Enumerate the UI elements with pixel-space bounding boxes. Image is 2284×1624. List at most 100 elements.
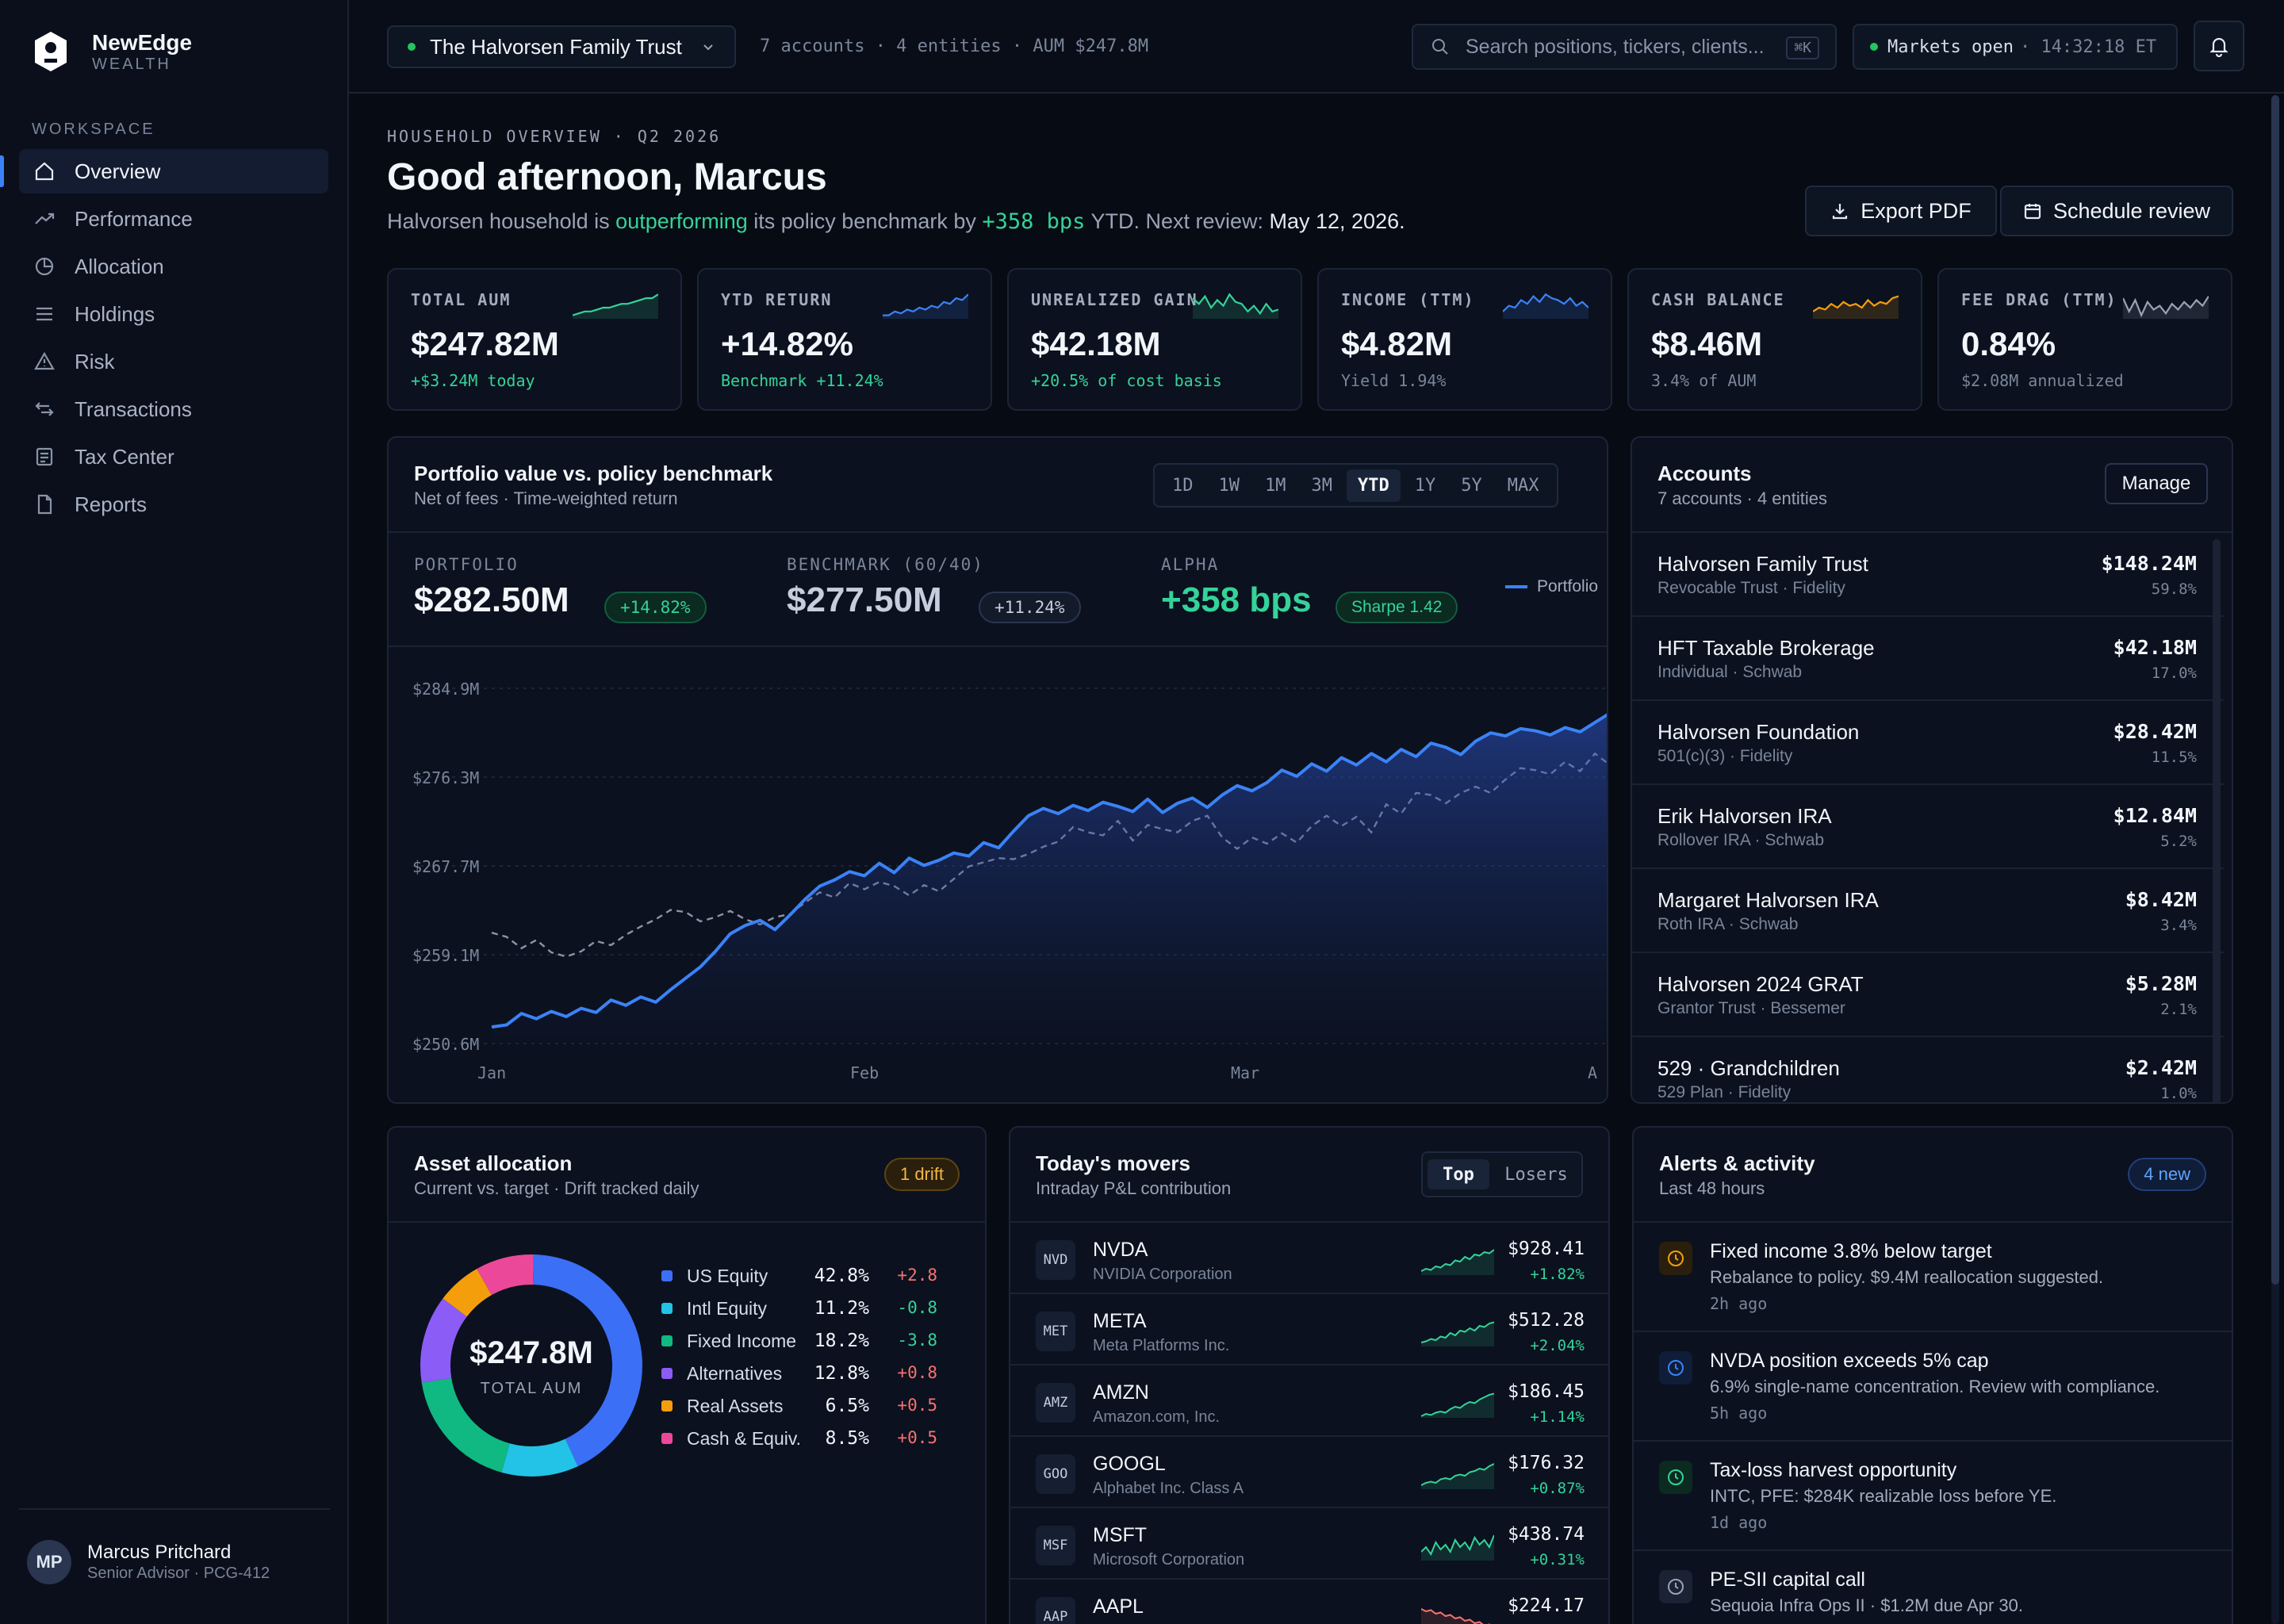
allocation-row[interactable]: Alternatives 12.8% +0.8 bbox=[661, 1358, 963, 1390]
chevron-down-icon bbox=[703, 44, 713, 51]
market-status-label: Markets open bbox=[1887, 36, 2014, 57]
account-row[interactable]: HFT Taxable Brokerage Individual · Schwab… bbox=[1632, 617, 2224, 701]
tab-top[interactable]: Top bbox=[1428, 1159, 1489, 1189]
account-row[interactable]: Halvorsen Foundation 501(c)(3) · Fidelity… bbox=[1632, 701, 2224, 785]
account-pct: 2.1% bbox=[2160, 1001, 2197, 1018]
page-scrollbar[interactable] bbox=[2271, 95, 2279, 1624]
allocation-row[interactable]: Fixed Income 18.2% -3.8 bbox=[661, 1326, 963, 1358]
allocation-pct: 42.8% bbox=[814, 1266, 869, 1286]
market-dot bbox=[1870, 43, 1878, 51]
mover-row[interactable]: MSF MSFT Microsoft Corporation $438.74 +0.31… bbox=[1010, 1508, 1608, 1580]
kpi-card[interactable]: TOTAL AUM $247.82M +$3.24M today bbox=[387, 268, 682, 411]
mover-row[interactable]: AAP AAPL $224.17 bbox=[1010, 1580, 1608, 1624]
sparkline-line bbox=[2123, 296, 2209, 318]
account-row[interactable]: Erik Halvorsen IRA Rollover IRA · Schwab $… bbox=[1632, 785, 2224, 869]
account-pct: 11.5% bbox=[2151, 749, 2197, 766]
range-ytd[interactable]: YTD bbox=[1347, 469, 1401, 502]
panel-divider bbox=[389, 531, 1607, 533]
performance-title: Portfolio value vs. policy benchmark bbox=[414, 462, 773, 485]
account-pct: 59.8% bbox=[2151, 580, 2197, 598]
notifications-button[interactable] bbox=[2194, 21, 2244, 71]
accounts-scrollbar[interactable] bbox=[2213, 539, 2221, 1102]
tab-losers[interactable]: Losers bbox=[1504, 1164, 1568, 1185]
account-row[interactable]: 529 · Grandchildren 529 Plan · Fidelity $2… bbox=[1632, 1037, 2224, 1102]
search-box[interactable]: ⌘K bbox=[1412, 24, 1837, 70]
donut-slice[interactable] bbox=[421, 1377, 510, 1473]
kpi-card[interactable]: UNREALIZED GAIN $42.18M +20.5% of cost bas… bbox=[1007, 268, 1302, 411]
allocation-row[interactable]: Real Assets 6.5% +0.5 bbox=[661, 1391, 963, 1423]
allocation-row[interactable]: Cash & Equiv. 8.5% +0.5 bbox=[661, 1423, 963, 1455]
entity-selector[interactable]: The Halvorsen Family Trust bbox=[387, 25, 736, 68]
alert-item[interactable]: Fixed income 3.8% below target Rebalance … bbox=[1634, 1223, 2232, 1332]
sidebar-item-overview[interactable]: Overview bbox=[0, 149, 328, 193]
account-value: $8.42M bbox=[2125, 888, 2197, 911]
allocation-row[interactable]: Intl Equity 11.2% -0.8 bbox=[661, 1293, 963, 1325]
kpi-sub: $2.08M annualized bbox=[1961, 371, 2124, 390]
sidebar-item-transactions[interactable]: Transactions bbox=[19, 387, 328, 431]
donut-slice[interactable] bbox=[533, 1254, 642, 1467]
panel-divider bbox=[1010, 1221, 1608, 1223]
user-name: Marcus Pritchard bbox=[87, 1542, 232, 1563]
movers-panel: Today's movers Intraday P&L contribution… bbox=[1009, 1126, 1610, 1624]
kpi-card[interactable]: INCOME (TTM) $4.82M Yield 1.94% bbox=[1317, 268, 1612, 411]
subtitle-text: its policy benchmark by bbox=[747, 209, 983, 233]
sparkline-area bbox=[1193, 294, 1278, 319]
outperforming-text: outperforming bbox=[615, 209, 748, 233]
mover-price: $176.32 bbox=[1508, 1453, 1585, 1473]
account-row[interactable]: Halvorsen 2024 GRAT Grantor Trust · Besse… bbox=[1632, 953, 2224, 1037]
ticker-badge: MET bbox=[1036, 1312, 1075, 1351]
range-3m[interactable]: 3M bbox=[1311, 475, 1333, 496]
mover-row[interactable]: MET META Meta Platforms Inc. $512.28 +2.04% bbox=[1010, 1294, 1608, 1365]
mover-symbol: META bbox=[1093, 1310, 1147, 1332]
sidebar-item-allocation[interactable]: Allocation bbox=[19, 244, 328, 289]
account-row[interactable]: Halvorsen Family Trust Revocable Trust · … bbox=[1632, 533, 2224, 617]
kpi-value: $42.18M bbox=[1031, 325, 1161, 362]
sidebar-item-reports[interactable]: Reports bbox=[19, 482, 328, 527]
brand-sub: WEALTH bbox=[92, 56, 171, 73]
alert-item[interactable]: NVDA position exceeds 5% cap 6.9% single-… bbox=[1634, 1332, 2232, 1442]
range-1d[interactable]: 1D bbox=[1172, 475, 1194, 496]
alert-item[interactable]: PE-SII capital call Sequoia Infra Ops II … bbox=[1634, 1551, 2232, 1624]
legend-swatch bbox=[1505, 585, 1527, 588]
search-input[interactable] bbox=[1466, 35, 1791, 59]
page-scrollbar-thumb[interactable] bbox=[2271, 95, 2279, 1285]
brand[interactable]: NewEdge WEALTH bbox=[32, 30, 192, 73]
donut-slice[interactable] bbox=[477, 1254, 534, 1296]
alert-description: INTC, PFE: $284K realizable loss before … bbox=[1710, 1486, 2057, 1506]
sparkline-line bbox=[1503, 293, 1588, 312]
donut-slice[interactable] bbox=[420, 1298, 467, 1383]
allocation-label: Intl Equity bbox=[687, 1298, 767, 1319]
kpi-card[interactable]: YTD RETURN +14.82% Benchmark +11.24% bbox=[697, 268, 992, 411]
user-profile[interactable]: MP Marcus Pritchard Senior Advisor · PCG… bbox=[27, 1540, 270, 1584]
sparkline-area bbox=[2123, 296, 2209, 319]
mover-row[interactable]: GOO GOOGL Alphabet Inc. Class A $176.32 +0.8… bbox=[1010, 1437, 1608, 1508]
kpi-card[interactable]: CASH BALANCE $8.46M 3.4% of AUM bbox=[1627, 268, 1922, 411]
sidebar-item-performance[interactable]: Performance bbox=[19, 197, 328, 241]
manage-accounts-button[interactable]: Manage bbox=[2105, 463, 2208, 504]
kpi-sub: Yield 1.94% bbox=[1341, 371, 1447, 390]
donut-slice[interactable] bbox=[501, 1438, 578, 1477]
panel-divider bbox=[1632, 531, 2232, 533]
sidebar-item-tax-center[interactable]: Tax Center bbox=[19, 435, 328, 479]
alert-item[interactable]: Tax-loss harvest opportunity INTC, PFE: $… bbox=[1634, 1442, 2232, 1551]
range-1y[interactable]: 1Y bbox=[1414, 475, 1436, 496]
account-value: $28.42M bbox=[2113, 720, 2197, 743]
sidebar-item-label: Overview bbox=[75, 159, 161, 183]
mover-row[interactable]: AMZ AMZN Amazon.com, Inc. $186.45 +1.14% bbox=[1010, 1365, 1608, 1437]
sidebar-item-risk[interactable]: Risk bbox=[19, 339, 328, 384]
sidebar-item-holdings[interactable]: Holdings bbox=[19, 292, 328, 336]
account-row[interactable]: Margaret Halvorsen IRA Roth IRA · Schwab $… bbox=[1632, 869, 2224, 953]
market-time: · 14:32:18 ET bbox=[2019, 36, 2157, 57]
schedule-review-button[interactable]: Schedule review bbox=[2000, 186, 2233, 236]
range-max[interactable]: MAX bbox=[1507, 475, 1539, 496]
entity-meta: 7 accounts · 4 entities · AUM $247.8M bbox=[760, 36, 1149, 56]
mover-row[interactable]: NVD NVDA NVIDIA Corporation $928.41 +1.82% bbox=[1010, 1223, 1608, 1294]
allocation-row[interactable]: US Equity 42.8% +2.8 bbox=[661, 1261, 963, 1293]
export-pdf-button[interactable]: Export PDF bbox=[1805, 186, 1997, 236]
donut-slice[interactable] bbox=[443, 1269, 492, 1317]
kpi-card[interactable]: FEE DRAG (TTM) 0.84% $2.08M annualized bbox=[1937, 268, 2232, 411]
range-1m[interactable]: 1M bbox=[1265, 475, 1286, 496]
alert-icon-wrap bbox=[1659, 1570, 1692, 1603]
range-1w[interactable]: 1W bbox=[1218, 475, 1240, 496]
range-5y[interactable]: 5Y bbox=[1461, 475, 1482, 496]
